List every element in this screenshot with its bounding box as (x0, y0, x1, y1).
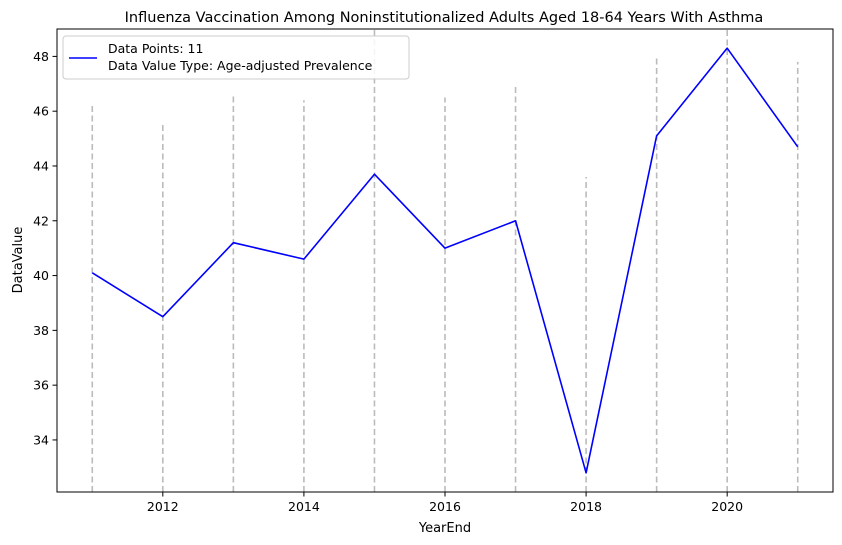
x-tick-label: 2012 (147, 499, 179, 514)
y-axis-label: DataValue (11, 227, 26, 294)
x-tick-label: 2016 (429, 499, 461, 514)
x-tick-label: 2018 (570, 499, 602, 514)
y-tick-label: 42 (33, 213, 49, 228)
series-layer (91, 47, 799, 474)
y-tick-label: 34 (33, 432, 49, 447)
y-tick-label: 46 (33, 104, 49, 119)
series-line (91, 47, 799, 474)
legend-entry-line-1: Data Points: 11 (108, 41, 203, 56)
legend-box (62, 35, 410, 80)
y-axis: 34 36 38 40 42 44 46 48 (33, 49, 57, 447)
y-tick-label: 44 (33, 158, 49, 173)
error-bars (91, 29, 799, 492)
y-tick-label: 40 (33, 268, 49, 283)
y-tick-label: 38 (33, 323, 49, 338)
y-tick-label: 48 (33, 49, 49, 64)
x-axis-label: YearEnd (418, 521, 471, 536)
chart-title: Influenza Vaccination Among Noninstituti… (125, 10, 764, 26)
legend: Data Points: 11 Data Value Type: Age-adj… (62, 35, 410, 80)
y-tick-label: 36 (33, 378, 49, 393)
x-axis: 2012 2014 2016 2018 2020 (147, 492, 743, 514)
legend-entry-line-2: Data Value Type: Age-adjusted Prevalence (108, 58, 373, 73)
x-tick-label: 2020 (711, 499, 743, 514)
x-tick-label: 2014 (288, 499, 320, 514)
